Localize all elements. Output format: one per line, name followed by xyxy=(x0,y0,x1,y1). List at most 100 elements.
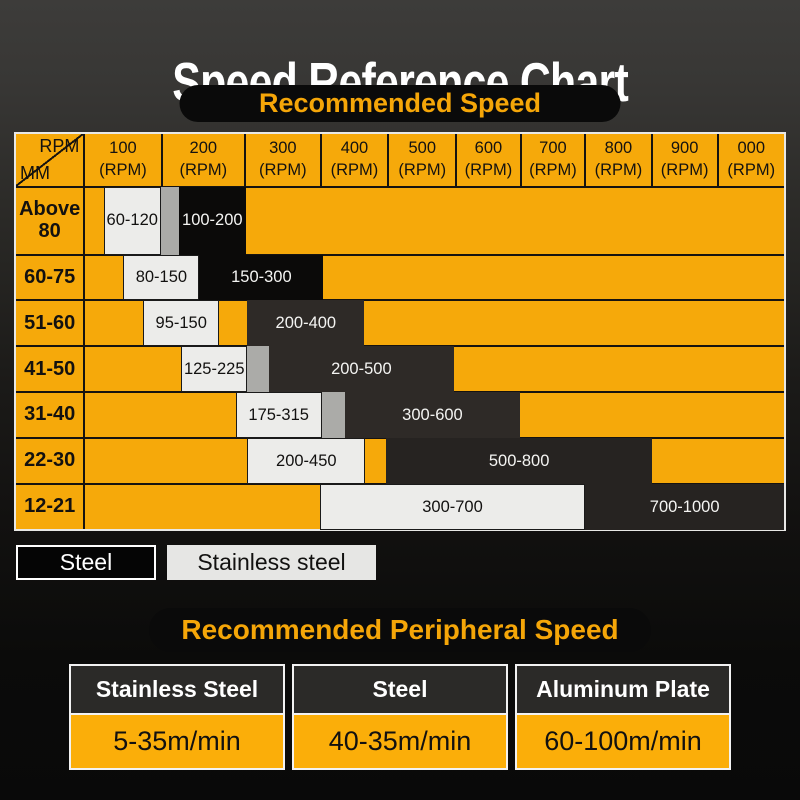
row-track: 60-120 100-200 xyxy=(83,187,784,255)
table-row: 51-60 95-150 200-400 xyxy=(16,299,784,347)
speed-range-label: 200-450 xyxy=(276,451,337,470)
recommended-speed-banner: Recommended Speed xyxy=(179,85,621,122)
connector-bar xyxy=(321,392,345,439)
stainless-speed-bar: 60-120 xyxy=(103,187,161,255)
stainless-speed-bar: 125-225 xyxy=(181,346,248,393)
speed-range-label: 100-200 xyxy=(182,211,243,230)
column-rpm-unit: (RPM) xyxy=(179,161,228,179)
connector-bar xyxy=(161,187,179,255)
steel-speed-bar: 300-600 xyxy=(344,392,521,439)
stainless-speed-bar: 300-700 xyxy=(319,484,586,531)
column-rpm-unit: (RPM) xyxy=(259,161,307,179)
speed-range-label: 95-150 xyxy=(155,313,207,332)
table-row: 31-40 175-315 300-600 xyxy=(16,391,784,439)
stainless-speed-bar: 95-150 xyxy=(143,300,220,347)
corner-mm-label: MM xyxy=(20,163,50,183)
speed-range-label: 80-150 xyxy=(135,267,188,286)
row-label: 51-60 xyxy=(24,311,76,334)
legend: Steel Stainless steel xyxy=(16,545,376,580)
row-track: 95-150 200-400 xyxy=(83,300,784,347)
column-rpm-unit: (RPM) xyxy=(99,161,147,179)
steel-speed-bar: 500-800 xyxy=(386,438,653,485)
column-header-800: 800 (RPM) xyxy=(584,134,650,186)
column-rpm-unit: (RPM) xyxy=(660,161,709,179)
column-rpm-value: 100 xyxy=(109,139,137,158)
card-speed-value: 40-35m/min xyxy=(294,715,506,768)
column-rpm-unit: (RPM) xyxy=(398,161,447,179)
card-aluminum-plate: Aluminum Plate 60-100m/min xyxy=(515,664,731,770)
card-material-label: Steel xyxy=(294,666,506,715)
recommended-peripheral-speed-banner: Recommended Peripheral Speed xyxy=(149,608,651,652)
table-row: Above 80 60-120 100-200 xyxy=(16,186,784,255)
table-row: 12-21 300-700 700-1000 xyxy=(16,483,784,531)
column-header-200: 200 (RPM) xyxy=(160,134,245,186)
column-rpm-value: 400 xyxy=(340,139,369,158)
row-label: 22-30 xyxy=(24,449,76,472)
column-rpm-unit: (RPM) xyxy=(727,161,776,179)
corner-cell: RPM MM xyxy=(16,134,84,186)
speed-range-label: 700-1000 xyxy=(649,497,720,516)
speed-range-label: 175-315 xyxy=(248,405,309,424)
column-header-600: 600 (RPM) xyxy=(455,134,519,186)
row-track: 300-700 700-1000 xyxy=(83,484,784,531)
column-header-000: 000 (RPM) xyxy=(716,134,784,186)
stainless-speed-bar: 80-150 xyxy=(123,254,200,301)
steel-speed-bar: 100-200 xyxy=(178,187,246,255)
stainless-speed-bar: 200-450 xyxy=(247,438,366,485)
column-rpm-value: 300 xyxy=(269,139,297,158)
peripheral-speed-cards: Stainless Steel 5-35m/min Steel 40-35m/m… xyxy=(0,664,800,770)
steel-speed-bar: 700-1000 xyxy=(585,484,784,531)
legend-stainless: Stainless steel xyxy=(167,545,376,580)
table-row: 41-50 125-225 200-500 xyxy=(16,345,784,393)
speed-range-label: 125-225 xyxy=(183,359,245,378)
row-label: 60-75 xyxy=(24,265,76,288)
recommended-peripheral-speed-label: Recommended Peripheral Speed xyxy=(181,614,619,645)
row-label: Above 80 xyxy=(19,198,81,242)
column-rpm-value: 900 xyxy=(670,139,699,158)
row-track: 200-450 500-800 xyxy=(83,438,784,485)
column-rpm-unit: (RPM) xyxy=(330,161,379,179)
corner-rpm-label: RPM xyxy=(39,136,80,156)
legend-stainless-label: Stainless steel xyxy=(197,549,346,575)
column-rpm-unit: (RPM) xyxy=(529,161,577,179)
column-header-900: 900 (RPM) xyxy=(650,134,717,186)
speed-range-label: 300-700 xyxy=(422,497,483,516)
row-track: 125-225 200-500 xyxy=(83,346,784,393)
legend-steel-label: Steel xyxy=(59,549,113,575)
speed-range-label: 150-300 xyxy=(231,267,292,286)
column-header-400: 400 (RPM) xyxy=(319,134,388,186)
column-header-500: 500 (RPM) xyxy=(387,134,455,186)
table-header-row: RPM MM 100 (RPM) 200 (RPM) 300 (RPM) 400 (RPM) 5… xyxy=(16,134,784,186)
steel-speed-bar: 150-300 xyxy=(199,254,324,301)
row-track: 175-315 300-600 xyxy=(83,392,784,439)
speed-table: RPM MM 100 (RPM) 200 (RPM) 300 (RPM) 400 (RPM) 5… xyxy=(14,132,786,531)
column-rpm-value: 200 xyxy=(189,139,218,158)
speed-range-label: 500-800 xyxy=(488,451,550,470)
card-stainless-steel: Stainless Steel 5-35m/min xyxy=(69,664,285,770)
row-label: 41-50 xyxy=(24,357,76,380)
column-rpm-value: 000 xyxy=(737,139,765,158)
connector-bar xyxy=(247,346,269,393)
column-header-700: 700 (RPM) xyxy=(519,134,585,186)
speed-range-label: 300-600 xyxy=(402,405,463,424)
speed-range-label: 60-120 xyxy=(106,211,158,230)
column-rpm-value: 500 xyxy=(408,139,437,158)
speed-range-label: 200-500 xyxy=(331,359,392,378)
steel-speed-bar: 200-500 xyxy=(268,346,454,393)
column-header-100: 100 (RPM) xyxy=(83,134,160,186)
card-material-label: Stainless Steel xyxy=(71,666,283,715)
row-label: 12-21 xyxy=(24,495,76,518)
table-row: 22-30 200-450 500-800 xyxy=(16,437,784,485)
card-steel: Steel 40-35m/min xyxy=(292,664,508,770)
speed-range-label: 200-400 xyxy=(275,313,337,332)
column-rpm-unit: (RPM) xyxy=(594,161,643,179)
card-speed-value: 60-100m/min xyxy=(517,715,729,768)
table-row: 60-75 80-150 150-300 xyxy=(16,253,784,301)
row-label: 31-40 xyxy=(24,403,76,426)
card-material-label: Aluminum Plate xyxy=(517,666,729,715)
table-body: Above 80 60-120 100-200 60-75 80-150 150-300 5… xyxy=(16,186,784,531)
column-header-300: 300 (RPM) xyxy=(244,134,320,186)
steel-speed-bar: 200-400 xyxy=(247,300,365,347)
legend-steel: Steel xyxy=(16,545,156,580)
